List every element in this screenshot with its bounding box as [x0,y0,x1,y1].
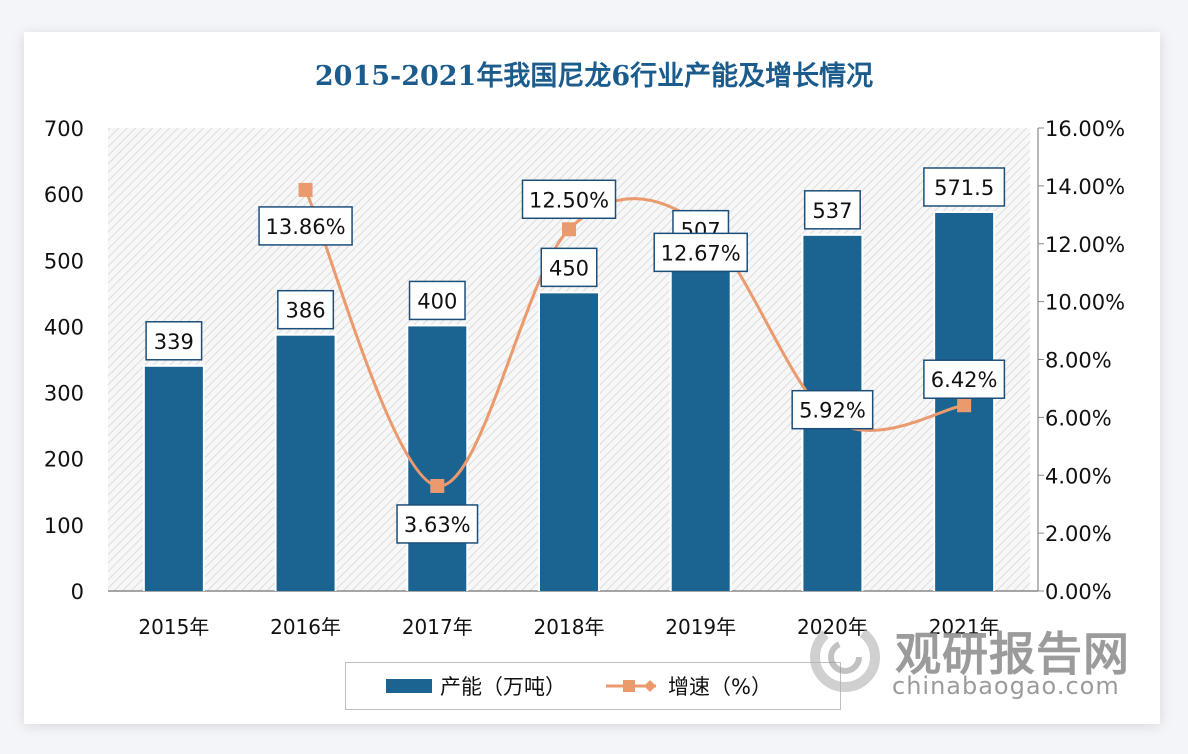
growth-marker [957,398,972,413]
right-tick-label: 6.00% [1045,406,1112,430]
chart-title: 2015-2021年我国尼龙6行业产能及增长情况 [314,61,874,92]
bar-value-label: 571.5 [934,176,994,200]
growth-value-label-box [396,504,479,544]
left-tick-label: 700 [44,117,84,141]
legend-bar-label: 产能（万吨） [440,675,566,699]
bar [144,366,203,591]
growth-value-label: 6.42% [931,368,998,392]
right-tick-label: 8.00% [1045,349,1112,373]
growth-value-label: 12.67% [661,241,741,265]
bar-value-label-box [145,321,203,361]
bar-value-label: 400 [417,289,457,313]
x-tick-label: 2016年 [270,615,341,639]
bar-value-label: 386 [286,299,326,323]
left-tick-label: 400 [44,315,84,339]
x-tick-label: 2017年 [402,615,473,639]
right-tick-label: 0.00% [1045,580,1112,604]
legend-bar-swatch [386,679,432,693]
growth-value-label-box [653,232,748,273]
bar-value-label-box [277,289,335,330]
left-tick-label: 500 [44,249,84,273]
bar [671,255,730,592]
x-tick-label: 2019年 [665,615,736,639]
right-tick-label: 14.00% [1045,175,1125,199]
right-tick-label: 12.00% [1045,233,1125,257]
legend-line-label: 增速（%） [668,675,772,699]
bar [540,293,598,591]
legend: 产能（万吨） 增速（%） [345,662,841,710]
growth-marker [562,222,576,237]
x-tick-label: 2018年 [534,615,605,639]
growth-value-label-box [923,359,1006,399]
growth-value-label: 5.92% [799,399,866,423]
bar-value-label: 450 [549,256,589,280]
growth-value-label: 3.63% [404,513,471,537]
left-tick-label: 300 [44,382,84,406]
left-tick-label: 200 [44,448,84,472]
left-tick-label: 100 [44,514,84,538]
right-tick-label: 4.00% [1045,464,1112,488]
bar [408,326,467,591]
bar-value-label-box [408,280,466,321]
bar [276,335,335,591]
growth-value-label-box [521,179,617,220]
left-tick-label: 600 [44,183,84,207]
legend-line-swatch [606,680,656,692]
left-tick-label: 0 [71,580,84,604]
growth-value-label-box [258,206,353,246]
growth-value-label: 13.86% [266,215,346,239]
growth-value-label-box [791,389,874,430]
bar-value-label: 537 [812,199,852,223]
growth-value-label: 12.50% [529,188,609,212]
bar-value-label: 339 [154,330,194,354]
watermark-logo [800,615,900,699]
bar-value-label-box [923,167,1006,207]
growth-marker [298,182,313,197]
bar-value-label-box [803,190,861,230]
growth-marker [430,478,445,493]
x-tick-label: 2020年 [797,615,868,639]
x-tick-label: 2021年 [929,615,1000,639]
right-tick-label: 10.00% [1045,291,1125,315]
right-tick-label: 2.00% [1045,522,1112,546]
right-tick-label: 16.00% [1045,117,1125,141]
x-tick-label: 2015年 [138,615,209,639]
bar-value-label-box [540,247,598,288]
watermark-cn: 观研报告网 [895,627,1130,681]
watermark-en: chinabaogao.com [892,672,1120,700]
